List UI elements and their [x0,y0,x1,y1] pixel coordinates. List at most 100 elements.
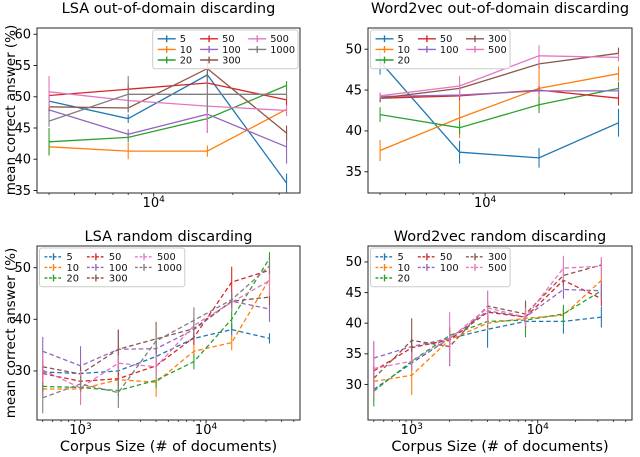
y-tick-label: 35 [345,165,362,180]
x-tick-label: 104 [195,422,218,438]
y-tick-label: 50 [14,90,31,105]
y-tick-label: 45 [14,121,31,136]
series-line [48,93,287,122]
y-tick-label: 35 [345,347,362,362]
x-tick-label: 103 [401,422,423,438]
series-500 [379,45,620,100]
x-axis-ticks: 104 [474,193,497,211]
y-tick-label: 55 [14,59,31,74]
legend-label: 1000 [157,263,182,274]
x-axis-minor-ticks [48,193,280,195]
series-1000 [48,76,288,127]
y-tick-label: 45 [345,286,362,301]
series-line [48,91,287,112]
legend-label: 300 [488,252,507,263]
series-line [380,52,619,99]
series-group [42,252,271,414]
series-500 [373,255,602,397]
y-axis-ticks: 35 40 45 50 [345,43,368,180]
y-tick-label: 40 [14,313,31,328]
x-axis-minor-ticks [379,193,612,195]
series-line [380,90,619,98]
subplot-title-word2vec-random: Word2vec random discarding [393,229,607,245]
series-line [379,73,619,152]
series-line [48,82,287,101]
y-axis-ticks: 30 40 50 [14,261,37,379]
legend-label: 10 [67,263,79,274]
legend-label: 50 [109,252,121,263]
y-tick-label: 60 [14,28,31,43]
legend-label: 10 [398,263,410,274]
legend-label: 50 [440,34,452,45]
series-line [48,109,287,148]
legend-label: 300 [488,34,507,45]
legend-box [152,29,299,70]
x-axis-label-left: Corpus Size (# of documents) [59,439,278,455]
x-axis-minor-ticks [42,420,295,422]
y-tick-label: 30 [14,364,31,379]
legend-label: 5 [67,252,73,263]
x-tick-label: 103 [69,422,91,438]
y-tick-label: 50 [14,261,31,276]
series-line [48,84,287,143]
y-tick-label: 40 [345,316,362,331]
series-line [42,265,270,399]
series-group [379,45,620,168]
y-axis-ticks: 30 35 40 45 50 [345,255,368,393]
series-line [379,87,619,129]
y-tick-label: 50 [345,255,362,270]
legend-label: 100 [440,263,459,274]
series-line [379,61,619,159]
y-tick-label: 35 [14,184,31,199]
y-tick-label: 45 [345,83,362,98]
legend-label: 20 [180,55,192,66]
y-tick-label: 40 [345,124,362,139]
series-1000 [42,258,271,414]
x-tick-label: 104 [474,195,497,211]
x-axis-ticks: 103 104 [401,420,550,438]
legend-label: 100 [109,263,128,274]
legend-label: 10 [398,45,410,56]
legend-label: 300 [222,55,241,66]
legend-label: 5 [398,252,404,263]
legend-label: 10 [180,45,192,56]
series-line [380,55,619,97]
x-tick-label: 104 [527,422,550,438]
subplot-title-lsa-out-of-domain: LSA out-of-domain discarding [61,1,276,17]
legend-label: 20 [398,273,410,284]
y-axis-ticks: 35 40 45 50 55 60 [14,28,37,199]
subplot-title-lsa-random: LSA random discarding [84,229,253,245]
x-axis-ticks: 104 [143,193,166,211]
legend-label: 50 [440,252,452,263]
legend-label: 500 [157,252,176,263]
y-tick-label: 30 [345,378,362,393]
x-axis-minor-ticks [373,420,627,422]
legend-label: 50 [222,34,234,45]
series-line [373,265,602,370]
legend-label: 100 [222,45,241,56]
legend-label: 500 [488,45,507,56]
legend-label: 500 [488,263,507,274]
subplot-title-word2vec-out-of-domain: Word2vec out-of-domain discarding [370,1,630,17]
x-tick-label: 104 [143,195,166,211]
legend-label: 5 [398,34,404,45]
y-tick-label: 40 [14,153,31,168]
series-group [373,255,602,407]
legend-label: 20 [67,273,79,284]
y-tick-label: 50 [345,43,362,58]
legend-label: 20 [398,55,410,66]
series-group [48,59,288,193]
legend-label: 5 [180,34,186,45]
legend-label: 100 [440,45,459,56]
series-line [42,280,270,389]
legend-label: 300 [109,273,128,284]
legend-label: 500 [270,34,289,45]
